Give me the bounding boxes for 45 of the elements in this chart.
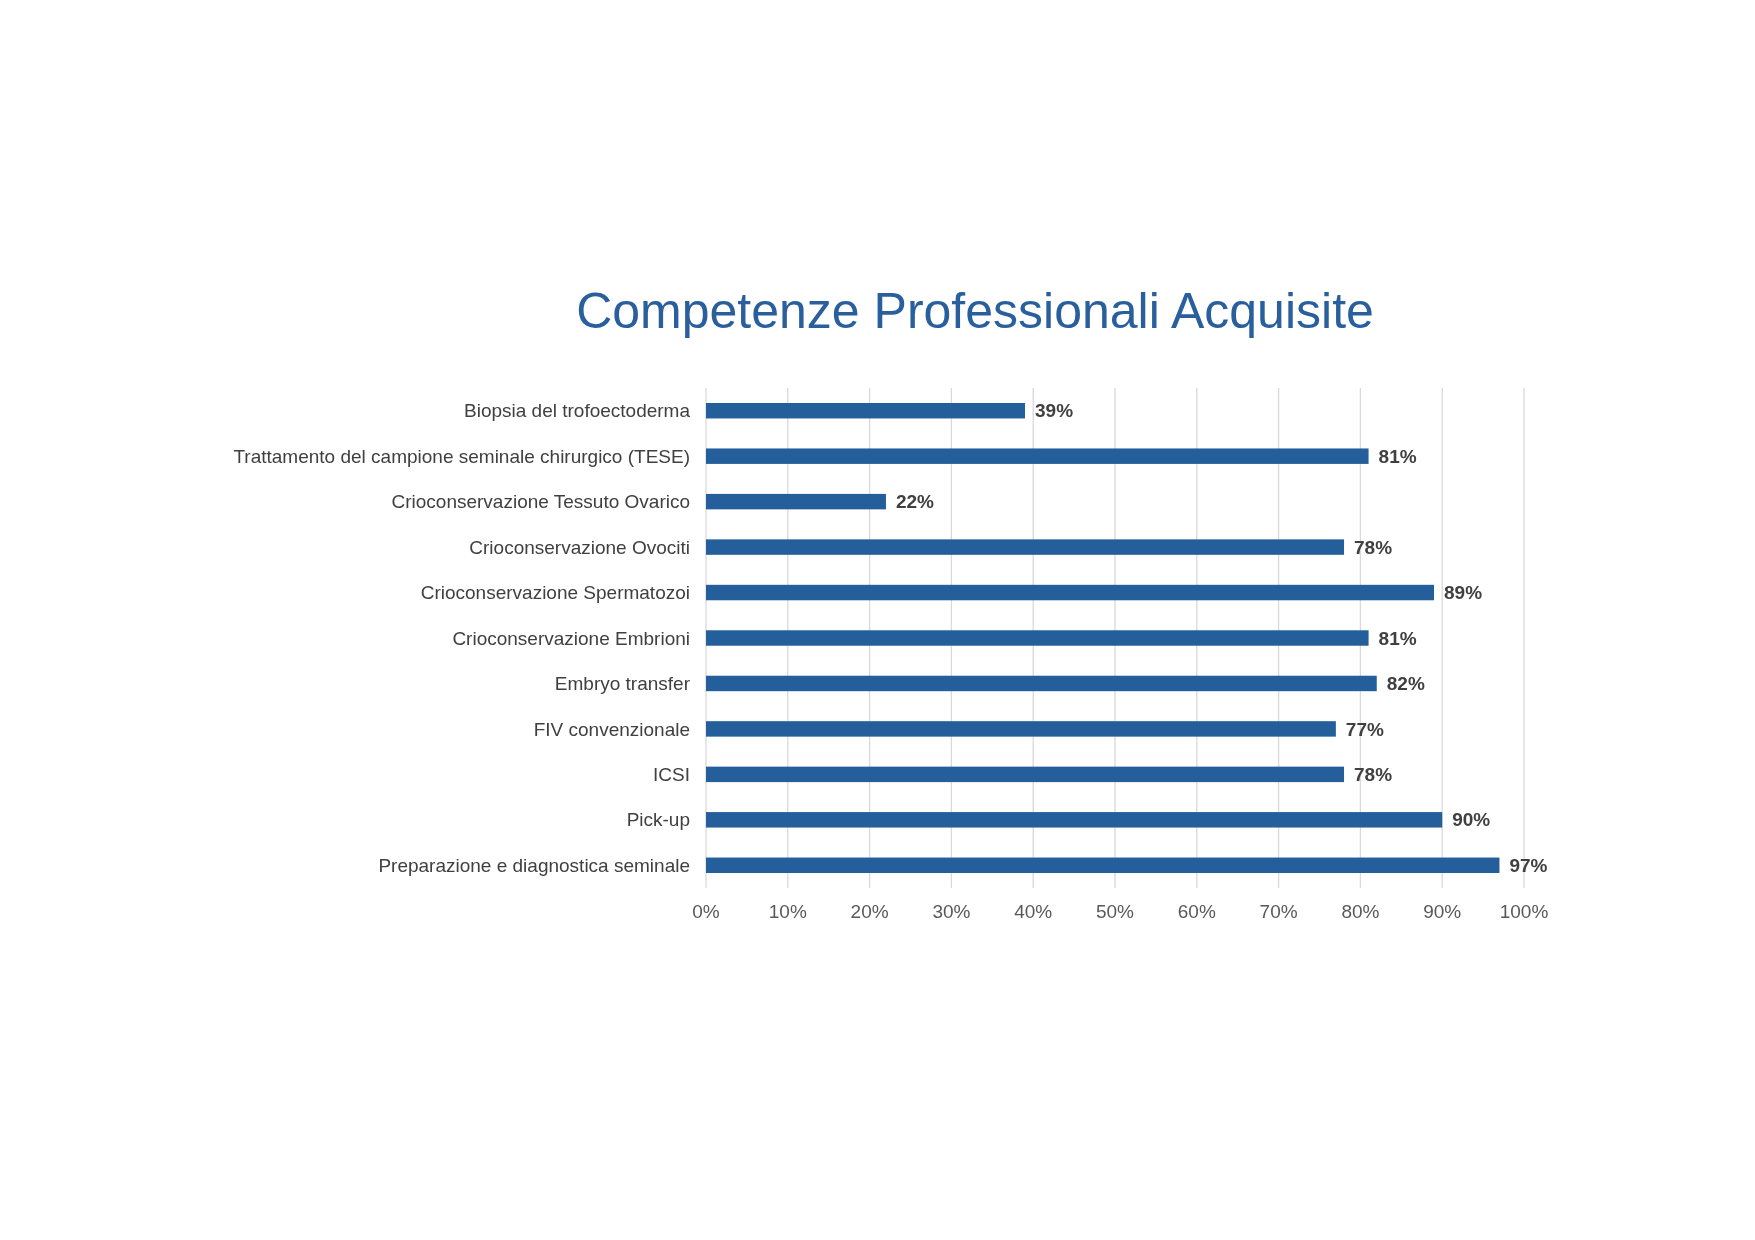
x-tick-label: 30%: [932, 901, 971, 922]
data-label: 81%: [1378, 445, 1417, 467]
bar: [706, 403, 1026, 419]
data-label: 82%: [1386, 673, 1425, 695]
data-label: 78%: [1354, 536, 1393, 558]
x-tick-label: 100%: [1499, 901, 1549, 922]
bar: [706, 857, 1500, 873]
x-tick-label: 20%: [850, 901, 889, 922]
data-label: 78%: [1354, 764, 1393, 786]
y-tick-label: Biopsia del trofoectoderma: [463, 400, 691, 422]
bar: [706, 493, 886, 510]
data-label: 77%: [1345, 718, 1384, 740]
y-tick-label: ICSI: [653, 764, 690, 786]
y-tick-label: Crioconservazione Ovociti: [469, 536, 690, 558]
y-tick-label: FIV convenzionale: [533, 718, 690, 740]
x-tick-label: 80%: [1341, 901, 1380, 922]
chart-title: Competenze Professionali Acquisite: [576, 283, 1374, 339]
y-tick-label: Trattamento del campione seminale chirurgico (TESE): [233, 445, 690, 467]
x-tick-label: 70%: [1259, 901, 1298, 922]
bar: [706, 675, 1377, 692]
x-tick-label: 60%: [1177, 901, 1216, 922]
x-tick-label: 40%: [1014, 901, 1053, 922]
bar: [706, 584, 1435, 601]
x-tick-label: 50%: [1095, 901, 1135, 922]
y-tick-label: Embryo transfer: [554, 673, 691, 695]
y-tick-label: Preparazione e diagnostica seminale: [378, 854, 690, 876]
data-label: 22%: [895, 491, 935, 513]
x-tick-label: 10%: [768, 901, 807, 922]
data-label: 89%: [1444, 582, 1483, 604]
data-label: 97%: [1509, 854, 1548, 876]
y-tick-label: Pick-up: [626, 809, 690, 831]
data-label: 81%: [1378, 627, 1417, 649]
y-tick-label: Crioconservazione Tessuto Ovarico: [391, 491, 690, 513]
y-tick-label: Crioconservazione Spermatozoi: [420, 582, 690, 604]
bar: [706, 721, 1336, 737]
bar: [706, 766, 1345, 783]
data-label: 90%: [1452, 809, 1491, 831]
bar: [706, 630, 1369, 646]
x-tick-label: 90%: [1423, 901, 1462, 922]
x-tick-label: 0%: [692, 901, 720, 922]
bar: [706, 448, 1369, 464]
data-label: 39%: [1035, 400, 1074, 422]
y-tick-label: Crioconservazione Embrioni: [452, 627, 690, 649]
bar: [706, 539, 1345, 555]
bar: [706, 812, 1443, 828]
